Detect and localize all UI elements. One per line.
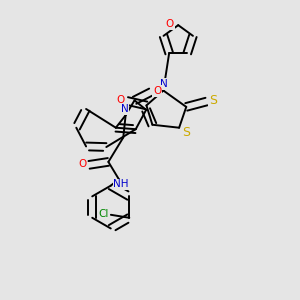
Text: S: S bbox=[209, 94, 217, 107]
Text: N: N bbox=[160, 79, 168, 89]
Text: S: S bbox=[182, 126, 190, 139]
Text: O: O bbox=[78, 159, 87, 169]
Text: NH: NH bbox=[113, 179, 129, 190]
Text: N: N bbox=[121, 104, 129, 114]
Text: O: O bbox=[166, 19, 174, 29]
Text: O: O bbox=[116, 95, 125, 105]
Text: Cl: Cl bbox=[99, 209, 109, 219]
Text: O: O bbox=[153, 86, 162, 96]
